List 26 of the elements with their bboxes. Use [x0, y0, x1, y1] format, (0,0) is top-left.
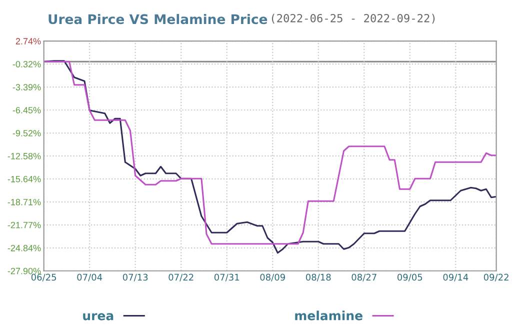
y-tick-label: -18.71%: [8, 198, 41, 206]
y-tick-label: 2.74%: [16, 38, 41, 44]
x-tick-label: 08/18: [306, 274, 331, 282]
chart-title: Urea Pirce VS Melamine Price: [48, 14, 268, 24]
x-tick-label: 07/31: [214, 274, 240, 282]
x-tick-label: 06/25: [31, 274, 56, 282]
legend-label: melamine: [295, 310, 362, 320]
chart-subtitle: (2022-06-25 - 2022-09-22): [272, 14, 435, 24]
y-tick-label: -6.45%: [12, 106, 41, 114]
x-tick-label: 09/22: [484, 274, 508, 282]
y-tick-label: -9.52%: [12, 130, 41, 136]
x-tick-label: 08/27: [352, 274, 376, 282]
y-tick-label: -0.32%: [12, 61, 41, 68]
y-tick-label: -15.64%: [8, 176, 41, 182]
x-tick-label: 07/13: [122, 274, 148, 282]
x-tick-label: 09/05: [397, 274, 422, 282]
x-tick-label: 07/04: [77, 274, 102, 282]
x-tick-label: 09/14: [443, 274, 468, 282]
y-tick-label: -12.58%: [8, 152, 41, 160]
x-tick-label: 07/22: [168, 274, 194, 282]
y-tick-label: -21.77%: [8, 222, 41, 228]
y-tick-label: -27.90%: [8, 268, 41, 274]
y-tick-label: -24.84%: [8, 244, 41, 252]
legend-label: urea: [83, 313, 114, 320]
x-tick-label: 08/09: [260, 274, 285, 282]
y-tick-label: -3.39%: [12, 84, 41, 90]
